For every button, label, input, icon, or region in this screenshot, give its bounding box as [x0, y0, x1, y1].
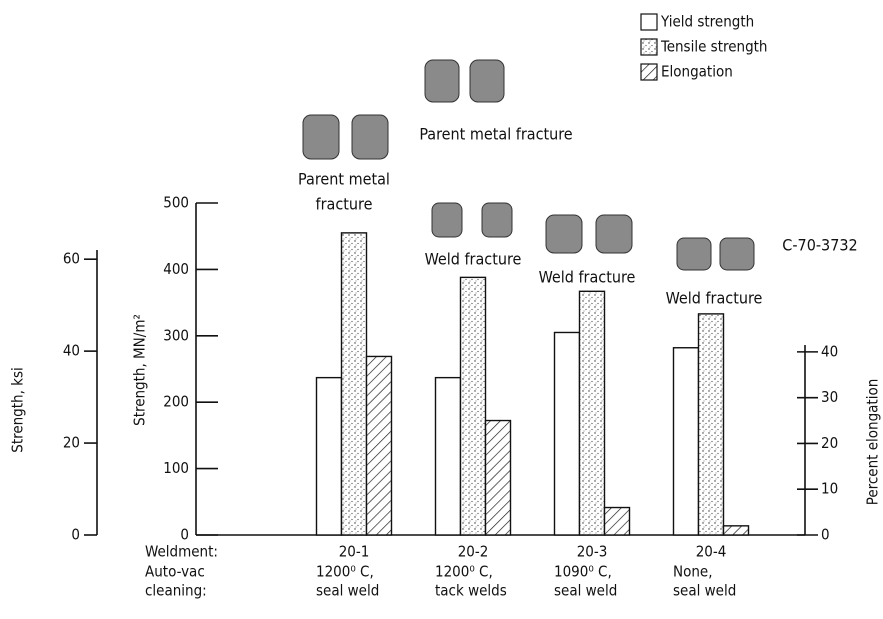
- cleaning-label: tack welds: [435, 582, 507, 600]
- bar: [367, 356, 392, 535]
- bar: [674, 348, 699, 535]
- x-tick-label: 20-4: [696, 543, 727, 561]
- y2-tick-label: 0: [821, 526, 830, 544]
- y2-axis-title: Percent elongation: [864, 379, 882, 506]
- photos: [303, 60, 754, 270]
- y2-tick-label: 20: [821, 434, 838, 452]
- legend-swatch: [641, 14, 657, 30]
- bar: [580, 291, 605, 535]
- cleaning-label: seal weld: [673, 582, 736, 600]
- bar: [555, 332, 580, 535]
- y3-axis-title: Strength, ksi: [9, 367, 27, 453]
- row-label: Weldment:: [145, 543, 218, 561]
- legend-label: Tensile strength: [660, 38, 767, 56]
- cleaning-label: seal weld: [316, 582, 379, 600]
- cleaning-label: None,: [673, 563, 713, 581]
- legend-label: Elongation: [661, 63, 733, 81]
- chart: 0100200300400500Strength, MN/m²0204060St…: [0, 0, 883, 619]
- y3-tick-label: 40: [63, 342, 80, 360]
- bar: [486, 421, 511, 535]
- row-label: Auto-vac: [145, 563, 205, 581]
- cleaning-label: 1200⁰ C,: [435, 563, 493, 581]
- legend-swatch: [641, 39, 657, 55]
- y-tick-label: 300: [163, 326, 189, 344]
- y-tick-label: 500: [163, 194, 189, 212]
- bar: [317, 378, 342, 535]
- y2-tick-label: 10: [821, 480, 838, 498]
- y2-tick-label: 40: [821, 342, 838, 360]
- y3-tick-label: 20: [63, 434, 80, 452]
- annotation: C-70-3732: [782, 236, 857, 255]
- annotation: Weld fracture: [666, 289, 763, 308]
- legend-swatch: [641, 64, 657, 80]
- y-tick-label: 200: [163, 393, 189, 411]
- legend-label: Yield strength: [660, 13, 754, 31]
- bar: [724, 526, 749, 535]
- y-tick-label: 0: [180, 526, 189, 544]
- x-tick-label: 20-1: [339, 543, 370, 561]
- bar: [461, 277, 486, 535]
- y-axis-title: Strength, MN/m²: [131, 314, 149, 426]
- bar: [342, 233, 367, 535]
- y3-tick-label: 0: [71, 526, 80, 544]
- x-tick-label: 20-2: [458, 543, 489, 561]
- annotation: fracture: [316, 195, 373, 214]
- annotation: Parent metal: [298, 170, 390, 189]
- bar: [699, 314, 724, 535]
- y-tick-label: 100: [163, 459, 189, 477]
- y3-tick-label: 60: [63, 250, 80, 268]
- annotation: Parent metal fracture: [419, 125, 572, 144]
- y2-tick-label: 30: [821, 388, 838, 406]
- cleaning-label: 1090⁰ C,: [554, 563, 612, 581]
- row-label: cleaning:: [145, 582, 207, 600]
- bar: [605, 508, 630, 535]
- y-tick-label: 400: [163, 260, 189, 278]
- annotation: Weld fracture: [425, 250, 522, 269]
- cleaning-label: seal weld: [554, 582, 617, 600]
- cleaning-label: 1200⁰ C,: [316, 563, 374, 581]
- annotation: Weld fracture: [539, 268, 636, 287]
- x-tick-label: 20-3: [577, 543, 608, 561]
- bar: [436, 378, 461, 535]
